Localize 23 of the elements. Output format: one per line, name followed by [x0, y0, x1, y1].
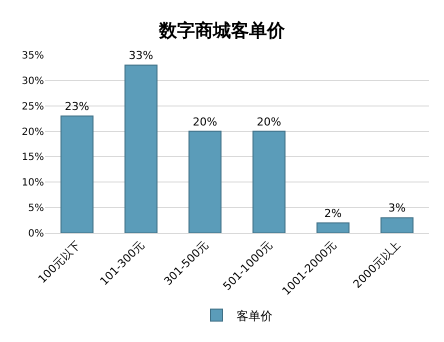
bar	[124, 64, 158, 233]
y-tick-label: 0%	[28, 228, 44, 240]
y-tick-label: 20%	[22, 126, 44, 138]
bar	[380, 217, 414, 233]
legend-label: 客单价	[236, 308, 272, 323]
chart-title: 数字商城客单价	[158, 20, 286, 42]
bar	[316, 222, 350, 233]
y-tick-label: 25%	[22, 101, 44, 112]
data-label: 33%	[128, 49, 154, 62]
data-label: 3%	[388, 202, 406, 215]
data-label: 2%	[324, 206, 342, 220]
y-tick-label: 35%	[22, 50, 44, 62]
bar	[252, 130, 286, 233]
bar	[188, 130, 222, 233]
data-label: 20%	[192, 115, 218, 128]
y-tick-label: 10%	[22, 178, 44, 189]
data-label: 20%	[256, 115, 282, 128]
bar	[60, 116, 94, 233]
data-label: 23%	[64, 100, 90, 114]
y-tick-label: 15%	[22, 152, 44, 164]
x-tick-label: 100元以下	[36, 238, 84, 286]
y-tick-label: 5%	[28, 203, 44, 214]
y-tick-label: 30%	[22, 76, 44, 87]
